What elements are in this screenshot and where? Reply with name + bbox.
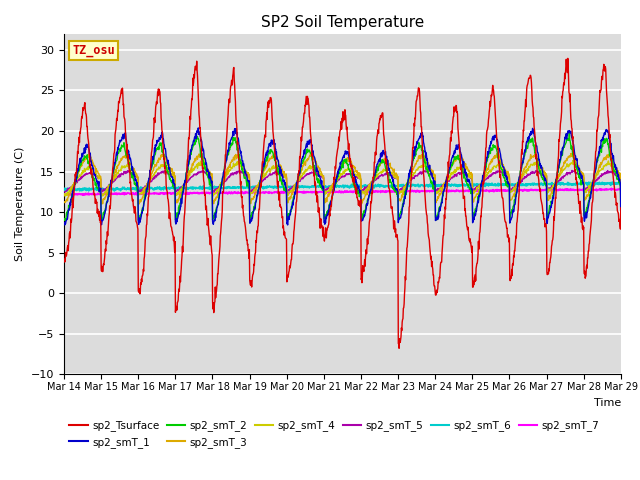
sp2_smT_7	[60, 192, 68, 197]
sp2_Tsurface	[429, 272, 437, 278]
sp2_smT_4	[246, 190, 254, 196]
sp2_Tsurface	[246, 280, 254, 286]
sp2_smT_3	[617, 197, 625, 203]
sp2_smT_7	[171, 191, 179, 196]
sp2_smT_5	[60, 189, 68, 195]
sp2_Tsurface	[170, 242, 178, 248]
sp2_smT_5	[502, 173, 509, 179]
sp2_smT_6	[171, 185, 179, 191]
sp2_smT_7	[184, 191, 192, 197]
sp2_smT_2	[429, 180, 436, 185]
sp2_Tsurface	[396, 346, 403, 351]
sp2_smT_1	[246, 218, 254, 224]
sp2_smT_6	[617, 180, 625, 186]
sp2_smT_3	[184, 173, 192, 179]
sp2_smT_2	[566, 131, 573, 136]
sp2_smT_6	[184, 185, 192, 191]
sp2_smT_6	[63, 188, 70, 194]
Line: sp2_smT_6: sp2_smT_6	[64, 182, 621, 191]
sp2_smT_3	[429, 170, 437, 176]
Line: sp2_smT_2: sp2_smT_2	[64, 133, 621, 220]
sp2_smT_4	[502, 171, 509, 177]
sp2_smT_4	[429, 172, 437, 178]
sp2_smT_7	[617, 186, 625, 192]
sp2_smT_6	[60, 186, 68, 192]
sp2_smT_7	[246, 190, 254, 195]
sp2_smT_3	[246, 201, 254, 206]
sp2_smT_5	[246, 188, 254, 193]
Line: sp2_smT_3: sp2_smT_3	[64, 153, 621, 204]
sp2_smT_1	[195, 125, 202, 131]
Title: SP2 Soil Temperature: SP2 Soil Temperature	[260, 15, 424, 30]
sp2_smT_6	[246, 184, 254, 190]
sp2_smT_3	[493, 150, 501, 156]
Line: sp2_smT_5: sp2_smT_5	[64, 170, 621, 192]
sp2_smT_4	[61, 193, 68, 199]
sp2_smT_5	[496, 167, 504, 173]
sp2_smT_6	[609, 179, 616, 185]
Legend: sp2_Tsurface, sp2_smT_1, sp2_smT_2, sp2_smT_3, sp2_smT_4, sp2_smT_5, sp2_smT_6, : sp2_Tsurface, sp2_smT_1, sp2_smT_2, sp2_…	[69, 420, 599, 447]
sp2_smT_3	[552, 181, 559, 187]
sp2_smT_1	[184, 162, 191, 168]
sp2_smT_1	[617, 218, 625, 224]
sp2_Tsurface	[502, 219, 509, 225]
sp2_smT_7	[502, 187, 509, 193]
sp2_smT_7	[429, 188, 437, 193]
sp2_smT_3	[97, 201, 105, 207]
sp2_smT_6	[502, 182, 509, 188]
sp2_smT_1	[502, 173, 510, 179]
sp2_smT_3	[60, 200, 68, 205]
sp2_Tsurface	[617, 205, 625, 211]
Line: sp2_smT_4: sp2_smT_4	[64, 160, 621, 196]
sp2_smT_5	[617, 185, 625, 191]
sp2_smT_4	[551, 180, 559, 185]
sp2_smT_3	[171, 173, 179, 179]
Text: TZ_osu: TZ_osu	[72, 44, 115, 58]
sp2_smT_3	[502, 170, 510, 176]
sp2_smT_1	[552, 181, 559, 187]
sp2_smT_1	[170, 182, 178, 188]
sp2_smT_7	[551, 187, 559, 193]
sp2_smT_4	[171, 175, 179, 180]
sp2_smT_2	[617, 210, 625, 216]
sp2_smT_1	[284, 222, 291, 228]
sp2_smT_5	[184, 177, 191, 183]
sp2_smT_5	[170, 175, 178, 180]
sp2_Tsurface	[184, 156, 191, 161]
sp2_smT_7	[607, 186, 615, 192]
sp2_smT_4	[569, 157, 577, 163]
sp2_Tsurface	[60, 259, 68, 264]
Line: sp2_smT_1: sp2_smT_1	[64, 128, 621, 225]
sp2_smT_2	[170, 186, 178, 192]
sp2_Tsurface	[564, 56, 572, 61]
sp2_Tsurface	[551, 203, 559, 209]
X-axis label: Time: Time	[593, 397, 621, 408]
sp2_smT_2	[246, 217, 254, 223]
Line: sp2_smT_7: sp2_smT_7	[64, 189, 621, 195]
sp2_smT_2	[502, 178, 509, 183]
sp2_smT_1	[60, 221, 68, 227]
sp2_smT_2	[551, 187, 559, 192]
sp2_smT_1	[429, 179, 437, 184]
sp2_smT_5	[429, 172, 436, 178]
sp2_smT_2	[184, 168, 191, 173]
sp2_smT_4	[617, 190, 625, 195]
sp2_smT_4	[184, 175, 192, 181]
sp2_smT_6	[551, 181, 559, 187]
sp2_smT_4	[60, 191, 68, 197]
sp2_smT_7	[80, 192, 88, 198]
sp2_smT_5	[551, 180, 559, 186]
sp2_smT_2	[60, 217, 68, 223]
Line: sp2_Tsurface: sp2_Tsurface	[64, 59, 621, 348]
Y-axis label: Soil Temperature (C): Soil Temperature (C)	[15, 147, 26, 261]
sp2_smT_6	[429, 183, 437, 189]
